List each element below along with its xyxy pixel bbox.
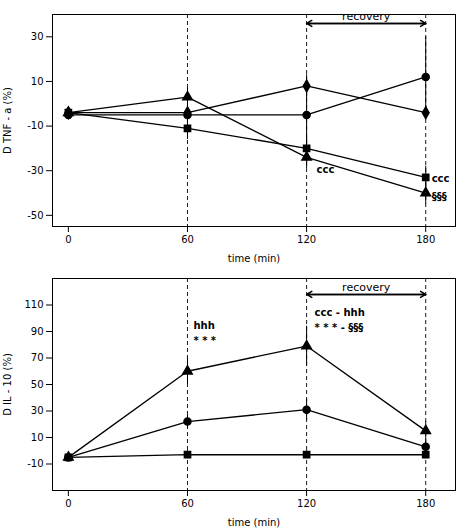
svg-text:180: 180: [416, 234, 435, 245]
svg-text:50: 50: [31, 379, 44, 390]
svg-text:time (min): time (min): [228, 517, 281, 528]
svg-text:hhh: hhh: [193, 320, 214, 331]
svg-text:-50: -50: [27, 210, 43, 221]
svg-text:120: 120: [297, 234, 316, 245]
svg-text:§§§: §§§: [432, 191, 447, 202]
svg-text:-10: -10: [27, 458, 43, 469]
svg-text:ccc: ccc: [432, 173, 450, 184]
svg-text:time (min): time (min): [228, 253, 281, 264]
svg-text:D TNF - a (%): D TNF - a (%): [2, 87, 13, 154]
svg-text:ccc: ccc: [317, 164, 335, 175]
svg-text:70: 70: [31, 352, 44, 363]
svg-text:recovery: recovery: [342, 281, 391, 294]
svg-text:-30: -30: [27, 165, 43, 176]
svg-text:30: 30: [31, 31, 44, 42]
svg-text:recovery: recovery: [342, 10, 391, 23]
svg-text:10: 10: [31, 76, 44, 87]
svg-text:ccc - hhh: ccc - hhh: [315, 307, 365, 318]
svg-text:* * * - §§§: * * * - §§§: [315, 322, 364, 333]
svg-text:D IL - 10 (%): D IL - 10 (%): [2, 353, 13, 416]
svg-text:0: 0: [65, 234, 71, 245]
svg-text:60: 60: [181, 234, 194, 245]
svg-text:10: 10: [31, 432, 44, 443]
svg-text:90: 90: [31, 326, 44, 337]
svg-text:120: 120: [297, 498, 316, 509]
svg-text:-10: -10: [27, 120, 43, 131]
svg-text:* * *: * * *: [193, 335, 216, 346]
svg-text:110: 110: [24, 299, 43, 310]
svg-text:60: 60: [181, 498, 194, 509]
svg-text:180: 180: [416, 498, 435, 509]
svg-text:0: 0: [65, 498, 71, 509]
svg-text:30: 30: [31, 405, 44, 416]
